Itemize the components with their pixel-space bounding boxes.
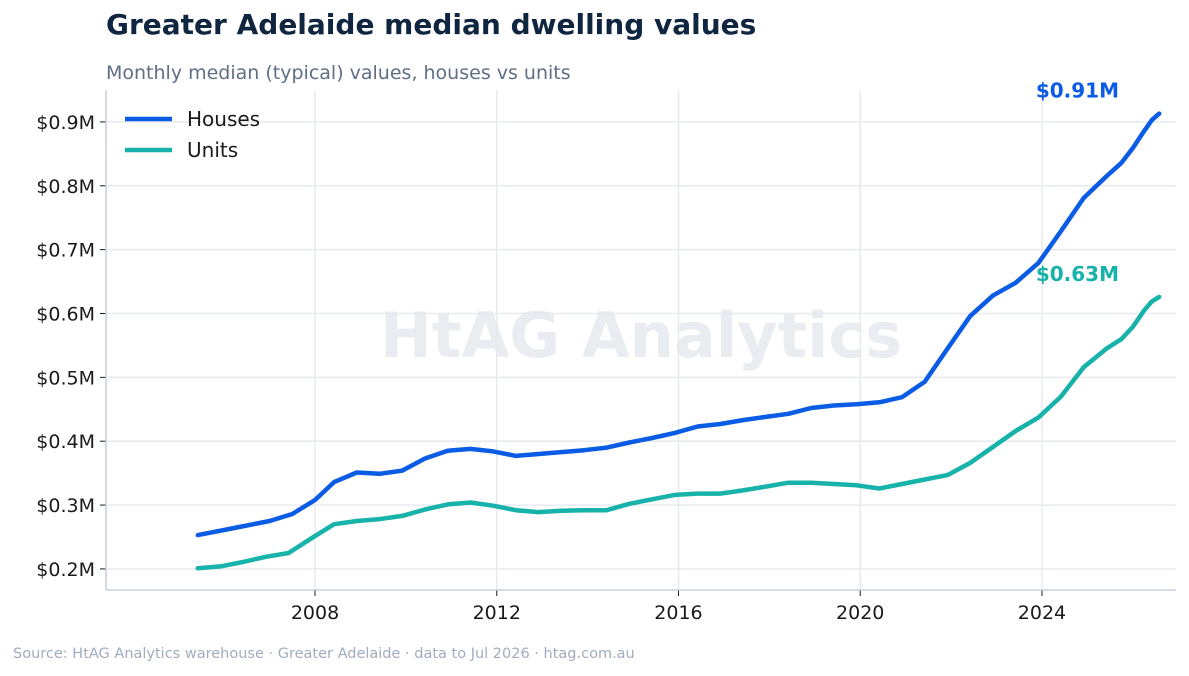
source-caption: Source: HtAG Analytics warehouse · Great… [13,646,635,662]
chart-subtitle: Monthly median (typical) values, houses … [106,62,571,84]
end-label-units: $0.63M [1036,262,1119,286]
legend: Houses Units [125,107,260,162]
y-tick-label: $0.3M [36,495,95,517]
y-tick-label: $0.7M [36,240,95,262]
series-lines [195,111,1162,571]
chart-title: Greater Adelaide median dwelling values [106,8,757,41]
y-tick-label: $0.8M [36,176,95,198]
tick-labels: $0.2M $0.3M $0.4M $0.5M $0.6M $0.7M $0.8M $0.9M… [36,112,1066,624]
x-tick-label: 2020 [836,602,884,624]
x-tick-label: 2024 [1018,602,1066,624]
series-line-houses [195,111,1162,538]
x-tick-label: 2016 [654,602,702,624]
grid-lines [106,90,1176,590]
series-end-labels: $0.91M $0.63M [1036,79,1119,286]
y-tick-label: $0.4M [36,431,95,453]
y-tick-label: $0.9M [36,112,95,134]
y-tick-label: $0.6M [36,303,95,325]
x-tick-label: 2008 [291,602,339,624]
axes [100,90,1176,596]
x-tick-label: 2012 [473,602,521,624]
series-line-units [195,294,1162,571]
y-tick-label: $0.2M [36,559,95,581]
watermark-text: HtAG Analytics [380,299,902,372]
y-tick-label: $0.5M [36,367,95,389]
end-label-houses: $0.91M [1036,79,1119,103]
legend-label-units: Units [187,138,238,162]
legend-label-houses: Houses [187,107,260,131]
